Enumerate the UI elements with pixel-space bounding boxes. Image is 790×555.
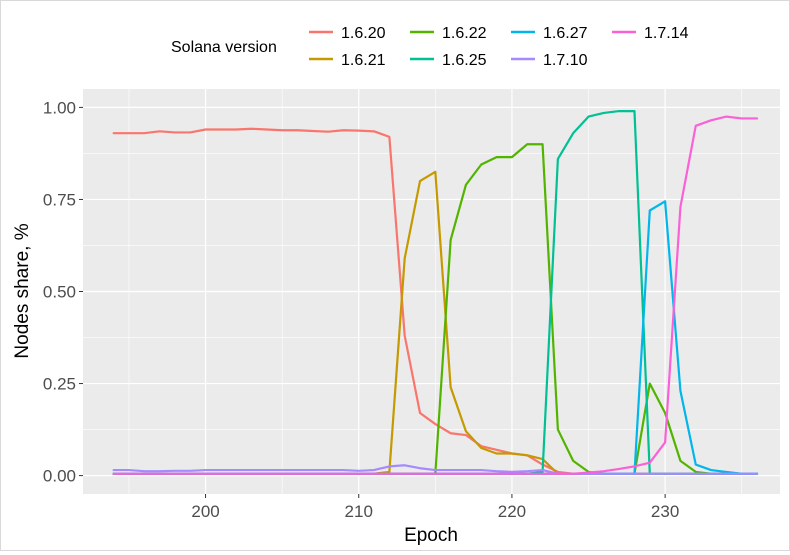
legend-item-1.6.20: 1.6.20 xyxy=(309,25,386,42)
series-line-1.7.14 xyxy=(112,115,759,475)
legend-title: Solana version xyxy=(171,39,277,56)
x-tick-label: 210 xyxy=(345,502,373,521)
legend-item-1.6.22: 1.6.22 xyxy=(410,25,487,42)
legend-item-1.6.21: 1.6.21 xyxy=(309,52,386,69)
legend-label-1.6.25: 1.6.25 xyxy=(442,52,487,69)
x-tick-label: 200 xyxy=(191,502,219,521)
x-tick-label: 230 xyxy=(651,502,679,521)
legend-items: 1.6.20 1.6.21 1.6.22 1.6.25 1.6.27 1.7.10 1.7.… xyxy=(309,25,689,69)
legend-label-1.7.14: 1.7.14 xyxy=(644,25,689,42)
legend-label-1.6.22: 1.6.22 xyxy=(442,25,487,42)
x-axis-title: Epoch xyxy=(404,525,458,546)
y-axis-title: Nodes share, % xyxy=(12,223,33,358)
legend-item-1.6.25: 1.6.25 xyxy=(410,52,487,69)
series-line-1.7.10 xyxy=(112,464,759,475)
legend-label-1.7.10: 1.7.10 xyxy=(543,52,588,69)
y-tick-label: 0.25 xyxy=(43,375,76,394)
y-tick-label: 0.00 xyxy=(43,467,76,486)
y-axis: 0.00 0.25 0.50 0.75 1.00 xyxy=(43,98,83,486)
legend-label-1.6.20: 1.6.20 xyxy=(341,25,386,42)
legend-label-1.6.21: 1.6.21 xyxy=(341,52,386,69)
series-lines xyxy=(112,109,759,475)
legend: Solana version 1.6.201.6.211.6.221.6.251… xyxy=(171,25,689,69)
legend-item-1.7.10: 1.7.10 xyxy=(511,52,588,69)
legend-label-1.6.27: 1.6.27 xyxy=(543,25,588,42)
legend-item-1.6.27: 1.6.27 xyxy=(511,25,588,42)
y-tick-label: 1.00 xyxy=(43,98,76,117)
x-tick-label: 220 xyxy=(498,502,526,521)
y-tick-label: 0.50 xyxy=(43,283,76,302)
major-gridlines xyxy=(83,89,780,494)
x-axis: 200 210 220 230 xyxy=(191,494,679,521)
legend-item-1.7.14: 1.7.14 xyxy=(612,25,689,42)
y-tick-label: 0.75 xyxy=(43,190,76,209)
